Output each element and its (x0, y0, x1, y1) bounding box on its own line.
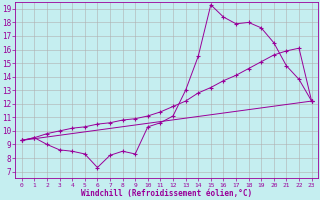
X-axis label: Windchill (Refroidissement éolien,°C): Windchill (Refroidissement éolien,°C) (81, 189, 252, 198)
